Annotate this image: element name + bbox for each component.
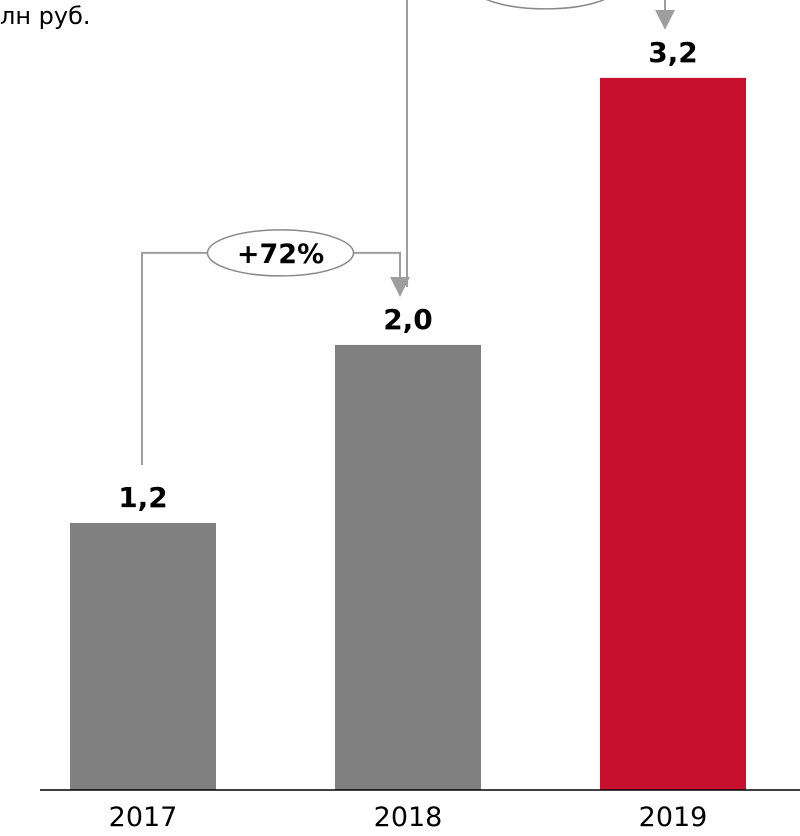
growth-label-1: +72% [237, 239, 324, 270]
category-label-2018: 2018 [374, 802, 443, 833]
value-label-2017: 1,2 [118, 481, 168, 514]
bar-2017 [70, 522, 216, 790]
growth-badge-2 [485, 0, 606, 10]
bar-2019 [600, 77, 746, 790]
unit-label: лн руб. [0, 2, 91, 30]
bar-2018 [335, 344, 481, 790]
value-label-2019: 3,2 [648, 36, 698, 69]
category-label-2017: 2017 [109, 802, 178, 833]
growth-label-2: +60% [502, 0, 589, 3]
category-label-2019: 2019 [639, 802, 708, 833]
growth-badge-1 [206, 229, 355, 277]
value-label-2018: 2,0 [383, 303, 433, 336]
growth-connector-2 [406, 0, 675, 287]
